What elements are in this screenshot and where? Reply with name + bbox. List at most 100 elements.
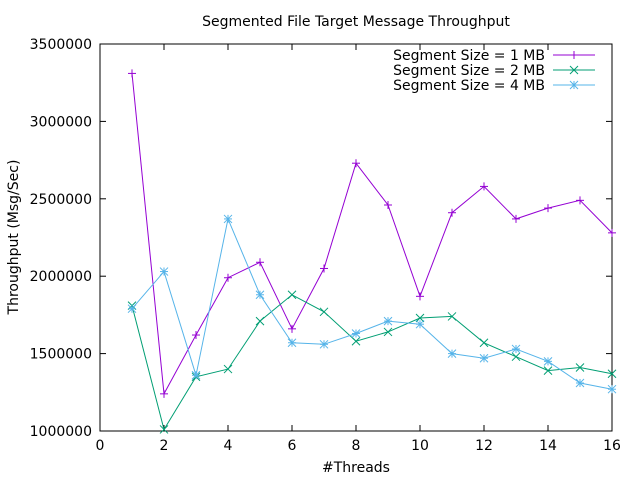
data-point <box>255 316 265 326</box>
marker-stroke <box>447 349 457 358</box>
data-point <box>448 208 456 217</box>
data-point <box>511 352 521 362</box>
data-point <box>192 331 200 340</box>
x-tick-label: 8 <box>352 438 361 454</box>
data-point <box>447 349 457 358</box>
x-tick-label: 16 <box>603 438 621 454</box>
series-layer <box>127 69 617 434</box>
marker-stroke <box>351 336 361 346</box>
data-point <box>607 369 617 379</box>
marker-stroke <box>223 214 233 224</box>
data-point <box>607 384 617 394</box>
data-point <box>191 370 201 380</box>
marker-stroke <box>159 267 169 276</box>
data-point <box>576 196 584 205</box>
marker-stroke <box>479 338 489 348</box>
x-tick-label: 2 <box>160 438 169 454</box>
legend-marker <box>569 80 579 90</box>
data-point <box>320 264 328 273</box>
marker-stroke <box>351 329 361 338</box>
marker-stroke <box>543 366 553 375</box>
y-tick-label: 1000000 <box>30 424 92 440</box>
marker-stroke <box>287 338 297 348</box>
y-axis-label: Throughput (Msg/Sec) <box>6 160 22 316</box>
data-point <box>416 292 424 301</box>
data-point <box>287 338 297 348</box>
y-tick-label: 1500000 <box>30 347 92 363</box>
marker-stroke <box>479 353 489 363</box>
data-point <box>415 313 425 323</box>
legend-marker <box>569 65 579 75</box>
marker-stroke <box>223 364 233 374</box>
marker-stroke <box>383 327 393 337</box>
marker-stroke <box>415 319 425 329</box>
marker-stroke <box>415 313 425 323</box>
y-tick-label: 2000000 <box>30 269 92 285</box>
data-point <box>383 327 393 337</box>
series-line <box>131 294 613 431</box>
data-point <box>127 304 137 314</box>
series-line <box>131 217 613 390</box>
data-point <box>159 425 169 434</box>
legend-label: Segment Size = 2 MB <box>393 63 545 79</box>
legend-label: Segment Size = 4 MB <box>393 78 545 94</box>
data-point <box>543 356 553 366</box>
plot-frame <box>99 43 613 432</box>
marker-stroke <box>543 356 553 366</box>
data-point <box>511 344 521 354</box>
marker-stroke <box>319 339 329 349</box>
marker-stroke <box>319 307 329 317</box>
chart-title: Segmented File Target Message Throughput <box>202 14 510 30</box>
marker-stroke <box>191 370 201 380</box>
data-point <box>575 378 585 388</box>
series-3 <box>127 214 617 394</box>
x-tick-label: 12 <box>475 438 493 454</box>
marker-stroke <box>575 363 585 372</box>
data-point <box>319 339 329 349</box>
x-tick-label: 10 <box>411 438 429 454</box>
marker-stroke <box>287 290 297 300</box>
data-point <box>128 69 136 78</box>
marker-stroke <box>607 384 617 394</box>
data-point <box>608 228 616 237</box>
x-tick-label: 6 <box>288 438 297 454</box>
marker-stroke <box>255 316 265 326</box>
data-point <box>479 353 489 363</box>
marker-stroke <box>255 290 265 300</box>
data-point <box>256 258 264 267</box>
x-tick-label: 14 <box>539 438 557 454</box>
data-point <box>319 307 329 317</box>
legend-label: Segment Size = 1 MB <box>393 48 545 64</box>
series-2 <box>127 290 617 434</box>
data-point <box>384 200 392 209</box>
data-point <box>351 336 361 346</box>
marker-stroke <box>159 425 169 434</box>
x-axis-label: #Threads <box>322 460 390 476</box>
x-axis: 0 2 4 6 8 10 12 14 16 <box>96 44 621 454</box>
marker-stroke <box>575 378 585 388</box>
data-point <box>224 273 232 282</box>
marker-stroke <box>569 80 579 90</box>
data-point <box>223 364 233 374</box>
data-point <box>352 159 360 168</box>
y-tick-label: 3500000 <box>30 37 92 53</box>
series-line <box>131 73 613 396</box>
x-tick-label: 4 <box>224 438 233 454</box>
marker-stroke <box>383 316 393 326</box>
y-tick-label: 3000000 <box>30 114 92 130</box>
x-tick-label: 0 <box>96 438 105 454</box>
y-axis: 1000000 1500000 2000000 2500000 3000000 35000… <box>30 37 612 440</box>
data-point <box>480 182 488 191</box>
marker-stroke <box>511 352 521 362</box>
marker-stroke <box>447 312 457 321</box>
data-point <box>415 319 425 329</box>
data-point <box>351 329 361 338</box>
data-point <box>479 338 489 348</box>
marker-stroke <box>569 65 579 75</box>
data-point <box>544 204 552 213</box>
marker-stroke <box>607 369 617 379</box>
series-1 <box>128 69 616 398</box>
data-point <box>543 366 553 375</box>
